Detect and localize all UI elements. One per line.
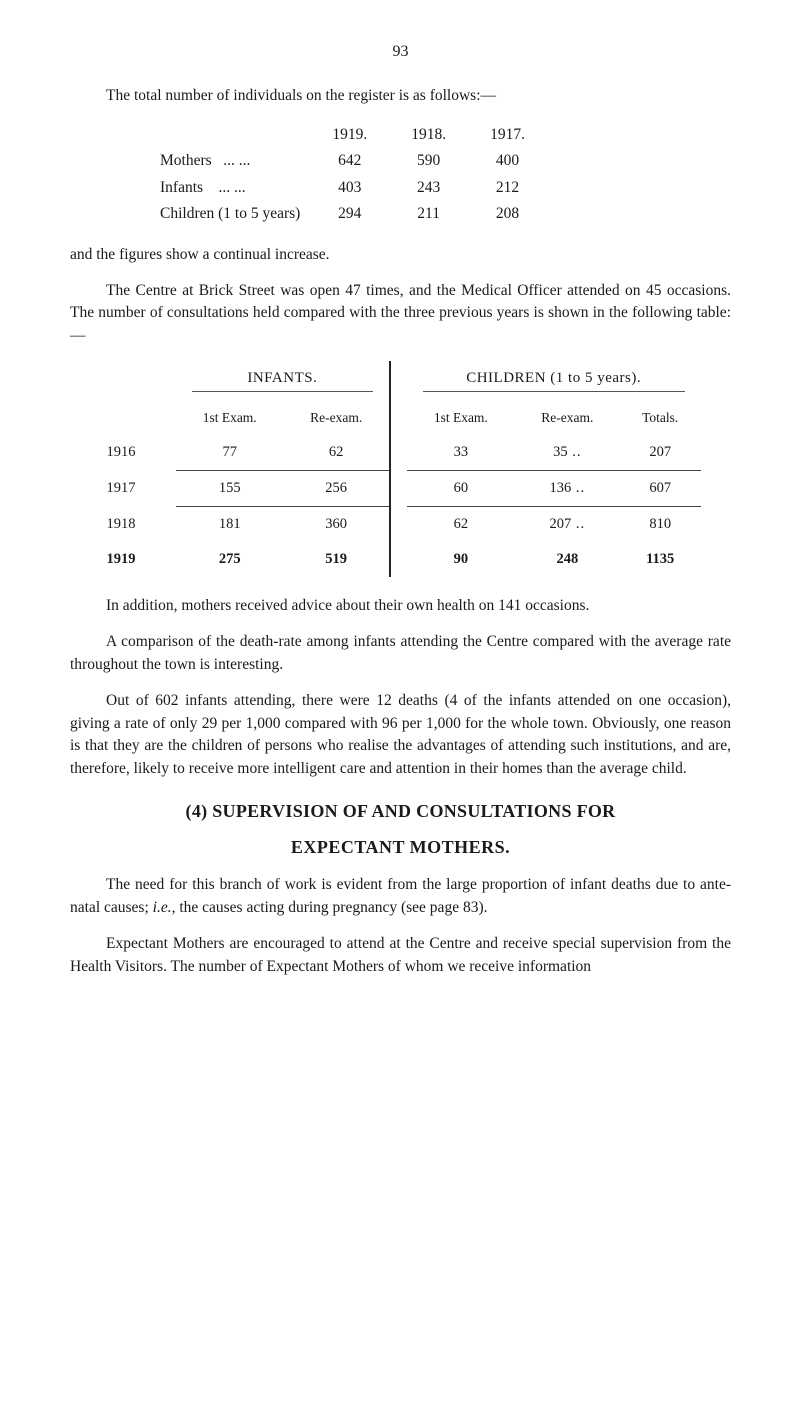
sub-e: Totals. [620,401,701,435]
infants-table: INFANTS. CHILDREN (1 to 5 years). 1st Ex… [101,361,701,576]
row1917-year: 1917 [101,470,176,506]
para-addition: In addition, mothers received advice abo… [70,595,731,617]
yt-r2-c3: 208 [468,201,547,227]
sub-d: Re-exam. [515,401,620,435]
rowtot-a: 275 [176,542,284,577]
row1916-a: 77 [176,435,284,471]
yt-h3: 1917. [468,122,547,148]
para-centre: The Centre at Brick Street was open 47 t… [70,280,731,347]
yt-r0-c1: 642 [310,148,389,174]
yt-h1: 1919. [310,122,389,148]
page-number: 93 [70,40,731,63]
blank [101,361,176,401]
page: 93 The total number of individuals on th… [0,0,801,1042]
rowtot-year: 1919 [101,542,176,577]
sub-b: Re-exam. [284,401,390,435]
sub-a: 1st Exam. [176,401,284,435]
row1917-b: 256 [284,470,390,506]
yt-r2-label: Children (1 to 5 years) [160,201,310,227]
row1918-b: 360 [284,506,390,542]
yt-r1-c2: 243 [389,175,468,201]
rowtot-tot: 1135 [620,542,701,577]
row1916-tot: 207 [620,435,701,471]
yt-r1-c1: 403 [310,175,389,201]
row1917-tot: 607 [620,470,701,506]
blank [160,122,310,148]
row1916-year: 1916 [101,435,176,471]
para-increase: and the figures show a continual increas… [70,244,731,266]
row1918-c: 62 [407,506,515,542]
para-compare: A comparison of the death-rate among inf… [70,631,731,676]
section-subheading: EXPECTANT MOTHERS. [70,834,731,860]
row1918-d: 207 [515,506,620,542]
yt-r2-c1: 294 [310,201,389,227]
sub-c: 1st Exam. [407,401,515,435]
rowtot-b: 519 [284,542,390,577]
intro-para: The total number of individuals on the r… [70,85,731,107]
row1917-d: 136 [515,470,620,506]
row1917-a: 155 [176,470,284,506]
row1916-c: 33 [407,435,515,471]
yt-r2-c2: 211 [389,201,468,227]
para-expectant: Expectant Mothers are encouraged to atte… [70,933,731,978]
group-children: CHILDREN (1 to 5 years). [407,361,701,401]
para-deaths: Out of 602 infants attending, there were… [70,690,731,780]
row1916-b: 62 [284,435,390,471]
section-heading: (4) SUPERVISION OF AND CONSULTATIONS FOR [70,798,731,824]
year-table: 1919. 1918. 1917. Mothers ... ... 642 59… [160,122,547,228]
yt-r0-c2: 590 [389,148,468,174]
row1918-tot: 810 [620,506,701,542]
row1916-d: 35 [515,435,620,471]
rowtot-c: 90 [407,542,515,577]
yt-h2: 1918. [389,122,468,148]
rowtot-d: 248 [515,542,620,577]
row1917-c: 60 [407,470,515,506]
yt-r1-label: Infants ... ... [160,175,310,201]
yt-r1-c3: 212 [468,175,547,201]
row1918-a: 181 [176,506,284,542]
para-need: The need for this branch of work is evid… [70,874,731,919]
vertical-divider [390,361,407,576]
group-infants: INFANTS. [176,361,390,401]
yt-r0-c3: 400 [468,148,547,174]
yt-r0-label: Mothers ... ... [160,148,310,174]
row1918-year: 1918 [101,506,176,542]
blank [101,401,176,435]
section-heading-block: (4) SUPERVISION OF AND CONSULTATIONS FOR… [70,798,731,860]
